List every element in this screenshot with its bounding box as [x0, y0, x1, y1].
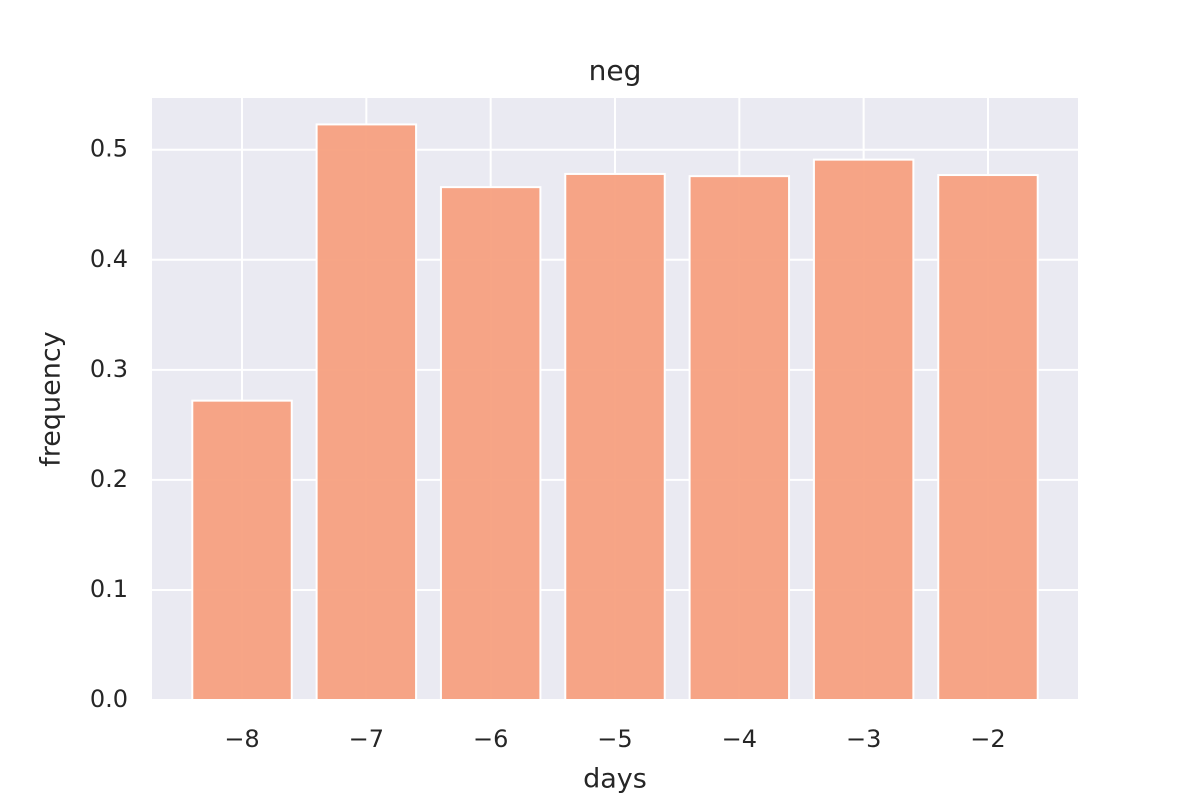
x-tick-label: −3	[846, 725, 881, 753]
bar	[812, 158, 915, 701]
bar	[439, 186, 542, 702]
x-tick-label: −8	[224, 725, 259, 753]
x-tick-label: −4	[722, 725, 757, 753]
y-tick-label: 0.0	[90, 685, 128, 713]
x-tick-label: −6	[473, 725, 508, 753]
y-tick-label: 0.3	[90, 355, 128, 383]
x-tick-label: −2	[970, 725, 1005, 753]
bar	[688, 175, 791, 702]
bars	[191, 123, 1039, 702]
y-tick-label: 0.4	[90, 245, 128, 273]
bar	[191, 399, 293, 701]
y-tick-label: 0.5	[90, 135, 128, 163]
y-tick-label: 0.2	[90, 465, 128, 493]
y-tick-label: 0.1	[90, 575, 128, 603]
x-tick-label: −5	[597, 725, 632, 753]
bar	[315, 123, 418, 702]
bar	[937, 174, 1039, 701]
x-axis-label: days	[583, 764, 647, 795]
bar	[564, 172, 666, 701]
chart-title: neg	[589, 54, 642, 87]
y-axis-label: frequency	[36, 331, 67, 466]
x-tick-label: −7	[349, 725, 384, 753]
